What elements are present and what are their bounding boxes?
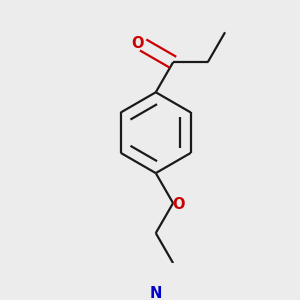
Text: O: O — [172, 197, 184, 212]
Text: O: O — [132, 36, 144, 51]
Text: N: N — [150, 286, 162, 300]
